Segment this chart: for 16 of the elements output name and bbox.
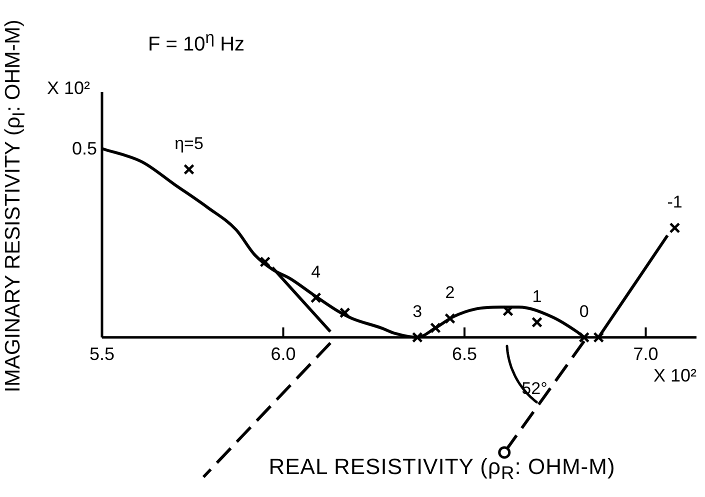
annotation: 3: [412, 302, 422, 322]
annotation: 4: [311, 262, 321, 282]
text: 0.5: [72, 138, 98, 159]
annotation: 0: [579, 302, 589, 322]
annotation: 2: [445, 283, 455, 302]
annotation: X 10²: [653, 365, 697, 386]
annotation: 1: [532, 286, 542, 306]
x-tick-label: 6.0: [270, 344, 296, 364]
chart-title: F = 10$^{η}$ Hz: [148, 27, 245, 57]
x-axis-title: REAL RESISTIVITY (ρ$_{R}$: OHM-M): [268, 454, 616, 486]
annotation: -1: [667, 192, 682, 212]
x-tick-label: 5.5: [89, 344, 115, 364]
x-tick-label: 6.5: [452, 344, 478, 364]
annotation: η=5: [174, 134, 204, 154]
x-tick-label: 7.0: [633, 344, 658, 364]
text: X 10²: [46, 78, 90, 98]
